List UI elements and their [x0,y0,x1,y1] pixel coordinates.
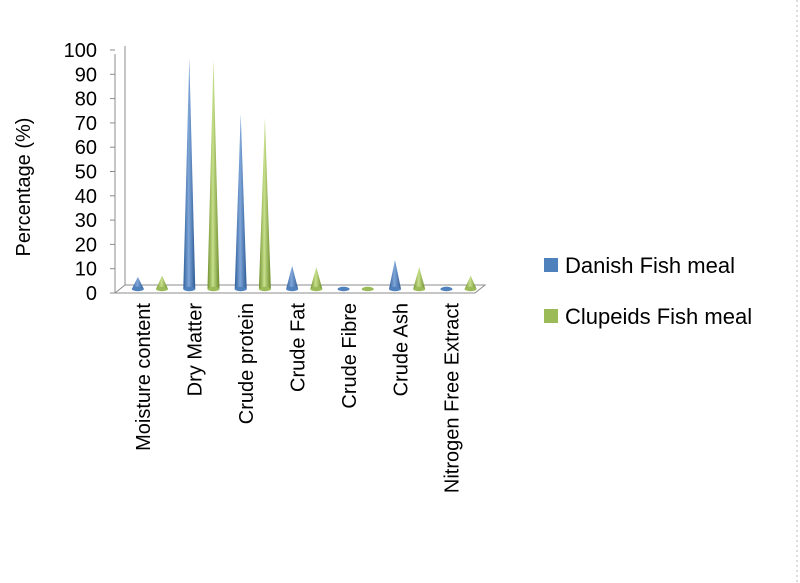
x-category-label: Crude Ash [390,303,412,396]
x-category-label: Crude Fat [287,303,309,392]
cone-base [440,286,453,292]
y-tick-label: 30 [75,210,97,232]
cone-base [389,286,401,292]
cone-body [464,275,477,289]
cone-body [413,267,426,289]
x-category-label: Nitrogen Free Extract [442,303,464,494]
cone-base [183,286,196,292]
y-tick-label: 100 [64,40,97,62]
bar-danish [440,286,453,292]
legend: Danish Fish meal Clupeids Fish meal [544,253,752,329]
legend-swatch-danish [544,258,558,272]
cone-body [156,275,169,289]
cone-base [234,286,247,292]
x-category-label: Dry Matter [185,303,207,397]
x-category-label: Moisture content [133,303,155,451]
bar-danish [286,265,299,292]
cone-body [183,58,196,290]
y-tick-label: 10 [75,259,97,281]
y-tick-label: 80 [75,89,97,111]
cone-body [310,267,323,289]
bar-clupeids [310,267,323,292]
legend-swatch-clupeids [544,309,558,323]
bar-danish [337,286,350,292]
category-labels: Moisture content Dry Matter Crude protein C… [133,303,464,494]
bars [131,58,477,292]
bar-clupeids [361,286,374,292]
y-tick-label: 70 [75,113,97,135]
legend-label-clupeids: Clupeids Fish meal [565,304,752,329]
bar-clupeids [464,275,477,292]
bar-danish [234,114,247,292]
cone-base [337,286,350,292]
legend-label-danish: Danish Fish meal [565,253,735,278]
y-tick-label: 20 [75,234,97,256]
bar-clupeids [156,275,169,292]
cone-body [131,276,144,289]
cone-base [413,286,426,292]
y-tick-label: 0 [86,283,97,305]
bar-clupeids [413,267,426,292]
cone-body [207,59,220,289]
x-category-label: Crude Fibre [339,303,361,409]
cone-base [361,286,374,292]
cone-body [286,265,299,289]
cone-body [258,117,271,289]
y-tick-label: 40 [75,186,97,208]
bar-danish [389,259,401,292]
cone-body [234,114,247,289]
y-tick-label: 50 [75,162,97,184]
cone-base [464,286,477,292]
plot-floor [113,284,487,294]
bar-danish [131,276,144,292]
cone-base [258,286,271,292]
bar-danish [183,58,196,292]
cone-base [207,286,220,292]
cone-base [131,286,144,292]
cone-body [389,259,401,289]
cone-base [286,286,299,292]
cone-base [156,286,169,292]
bar-clupeids [258,117,271,292]
y-tick-label: 60 [75,137,97,159]
y-axis-title: Percentage (%) [13,118,35,257]
bar-clupeids [207,59,220,292]
y-tick-label: 90 [75,64,97,86]
cone-base [310,286,323,292]
x-category-label: Crude protein [236,303,258,424]
